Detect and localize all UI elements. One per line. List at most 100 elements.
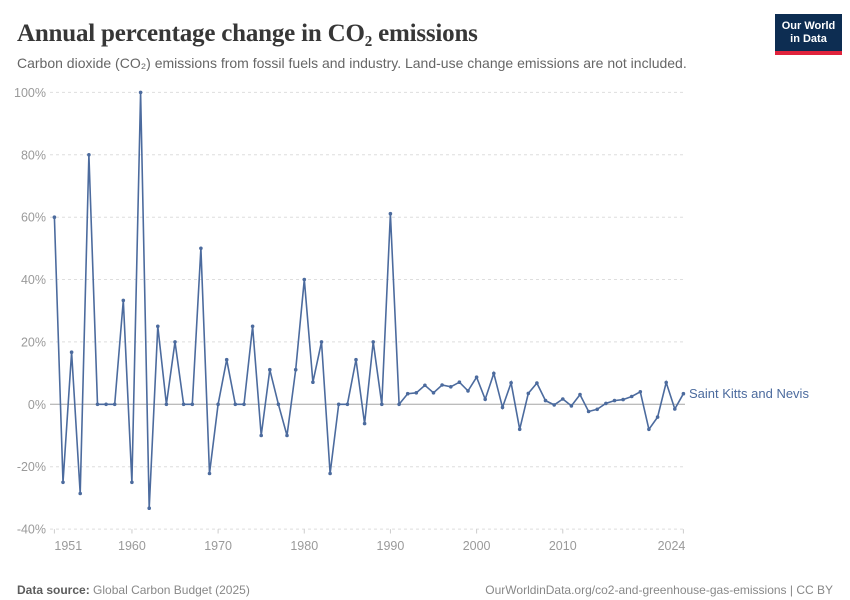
data-point-marker[interactable] — [552, 403, 556, 407]
y-axis-tick-label: 40% — [21, 273, 46, 287]
data-point-marker[interactable] — [224, 357, 229, 362]
x-axis-tick-label: 2024 — [658, 539, 686, 553]
data-point-marker[interactable] — [354, 357, 358, 362]
data-point-marker[interactable] — [285, 433, 289, 438]
y-axis-tick-label: 0% — [28, 398, 46, 412]
data-point-marker[interactable] — [336, 402, 341, 407]
data-point-marker[interactable] — [647, 427, 651, 432]
owid-logo-line2: in Data — [790, 32, 827, 45]
data-point-marker[interactable] — [629, 394, 634, 399]
data-point-marker[interactable] — [250, 324, 255, 329]
data-point-marker[interactable] — [509, 381, 513, 385]
data-point-marker[interactable] — [233, 402, 238, 407]
data-point-marker[interactable] — [517, 427, 522, 432]
data-point-marker[interactable] — [156, 324, 160, 329]
data-point-marker[interactable] — [655, 415, 660, 419]
data-point-marker[interactable] — [121, 298, 126, 303]
data-point-marker[interactable] — [371, 340, 376, 344]
data-point-marker[interactable] — [78, 491, 82, 496]
data-point-marker[interactable] — [457, 380, 462, 385]
data-point-marker[interactable] — [466, 389, 470, 393]
data-point-marker[interactable] — [414, 391, 419, 395]
data-point-marker[interactable] — [621, 397, 625, 402]
data-point-marker[interactable] — [561, 397, 565, 401]
chart-footer: Data source: Global Carbon Budget (2025)… — [17, 583, 833, 597]
y-axis-tick-label: 20% — [21, 335, 46, 349]
data-point-marker[interactable] — [405, 391, 410, 396]
owid-logo-line1: Our World — [781, 19, 836, 32]
data-point-marker[interactable] — [397, 402, 401, 407]
data-point-marker[interactable] — [147, 506, 151, 511]
footer-credit-link[interactable]: OurWorldinData.org/co2-and-greenhouse-ga… — [485, 583, 833, 597]
x-axis-tick-label: 1951 — [54, 539, 82, 553]
data-point-marker[interactable] — [95, 402, 100, 407]
data-point-marker[interactable] — [216, 402, 220, 407]
data-point-marker[interactable] — [87, 153, 91, 157]
data-point-marker[interactable] — [268, 367, 272, 372]
data-point-marker[interactable] — [104, 402, 108, 407]
data-point-marker[interactable] — [207, 471, 212, 476]
data-point-marker[interactable] — [293, 367, 298, 372]
data-point-marker[interactable] — [612, 398, 617, 403]
data-point-marker[interactable] — [681, 391, 686, 396]
data-point-marker[interactable] — [138, 90, 143, 95]
data-point-marker[interactable] — [638, 390, 643, 394]
chart-subtitle: Carbon dioxide (CO₂) emissions from foss… — [17, 55, 687, 71]
data-point-marker[interactable] — [112, 402, 117, 407]
data-point-marker[interactable] — [276, 402, 281, 407]
data-point-marker[interactable] — [242, 402, 246, 407]
data-point-marker[interactable] — [388, 211, 393, 216]
data-point-marker[interactable] — [483, 397, 488, 402]
data-point-marker[interactable] — [69, 350, 74, 355]
data-point-marker[interactable] — [664, 380, 668, 385]
x-axis-tick-label: 1990 — [377, 539, 405, 553]
data-point-marker[interactable] — [345, 402, 350, 407]
data-point-marker[interactable] — [311, 380, 315, 385]
y-axis-tick-label: 60% — [21, 211, 46, 225]
data-point-marker[interactable] — [474, 375, 479, 380]
y-axis-tick-label: -20% — [17, 460, 46, 474]
data-point-marker[interactable] — [302, 277, 307, 282]
data-point-marker[interactable] — [586, 409, 591, 414]
data-source-label: Data source: — [17, 583, 90, 597]
x-axis-tick-label: 1980 — [290, 539, 318, 553]
data-point-marker[interactable] — [190, 402, 195, 407]
data-point-marker[interactable] — [328, 471, 332, 476]
x-axis-tick-label: 1960 — [118, 539, 146, 553]
data-point-marker[interactable] — [492, 371, 496, 376]
data-point-marker[interactable] — [569, 404, 574, 408]
data-point-marker[interactable] — [431, 391, 436, 395]
data-point-marker[interactable] — [535, 381, 539, 385]
data-point-marker[interactable] — [173, 340, 177, 344]
data-point-marker[interactable] — [181, 402, 186, 407]
y-axis-tick-label: -40% — [17, 523, 46, 537]
data-point-marker[interactable] — [380, 402, 384, 407]
data-source-text: Global Carbon Budget (2025) — [93, 583, 250, 597]
data-point-marker[interactable] — [52, 215, 57, 219]
x-axis-tick-label: 1970 — [204, 539, 232, 553]
data-point-marker[interactable] — [500, 405, 505, 410]
data-point-marker[interactable] — [61, 480, 65, 485]
data-point-marker[interactable] — [526, 391, 531, 396]
data-point-marker[interactable] — [673, 407, 677, 411]
x-axis-tick-label: 2010 — [549, 539, 577, 553]
data-point-marker[interactable] — [578, 392, 582, 397]
data-point-marker[interactable] — [595, 407, 599, 412]
data-point-marker[interactable] — [130, 480, 134, 485]
page-title: Annual percentage change in CO₂ emission… — [17, 20, 478, 47]
series-line[interactable] — [53, 92, 685, 509]
y-axis-tick-label: 100% — [14, 86, 46, 100]
data-point-marker[interactable] — [199, 246, 203, 251]
series-entity-label[interactable]: Saint Kitts and Nevis — [689, 386, 809, 401]
data-source-note: Data source: Global Carbon Budget (2025) — [17, 583, 250, 597]
data-point-marker[interactable] — [362, 421, 367, 426]
data-point-marker[interactable] — [164, 402, 169, 407]
data-point-marker[interactable] — [604, 401, 608, 406]
data-point-marker[interactable] — [440, 383, 444, 387]
data-point-marker[interactable] — [319, 340, 324, 344]
data-point-marker[interactable] — [543, 398, 548, 403]
data-point-marker[interactable] — [259, 433, 264, 438]
data-point-marker[interactable] — [449, 385, 453, 389]
owid-logo[interactable]: Our World in Data — [775, 14, 842, 55]
data-point-marker[interactable] — [423, 383, 427, 388]
